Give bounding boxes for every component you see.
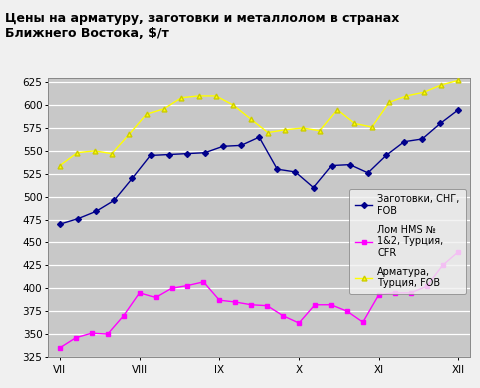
Text: Цены на арматуру, заготовки и металлолом в странах
Ближнего Востока, $/т: Цены на арматуру, заготовки и металлолом… xyxy=(5,12,399,40)
Legend: Заготовки, СНГ,
FOB, Лом HMS №
1&2, Турция,
CFR, Арматура,
Турция, FOB: Заготовки, СНГ, FOB, Лом HMS № 1&2, Турц… xyxy=(349,189,466,294)
